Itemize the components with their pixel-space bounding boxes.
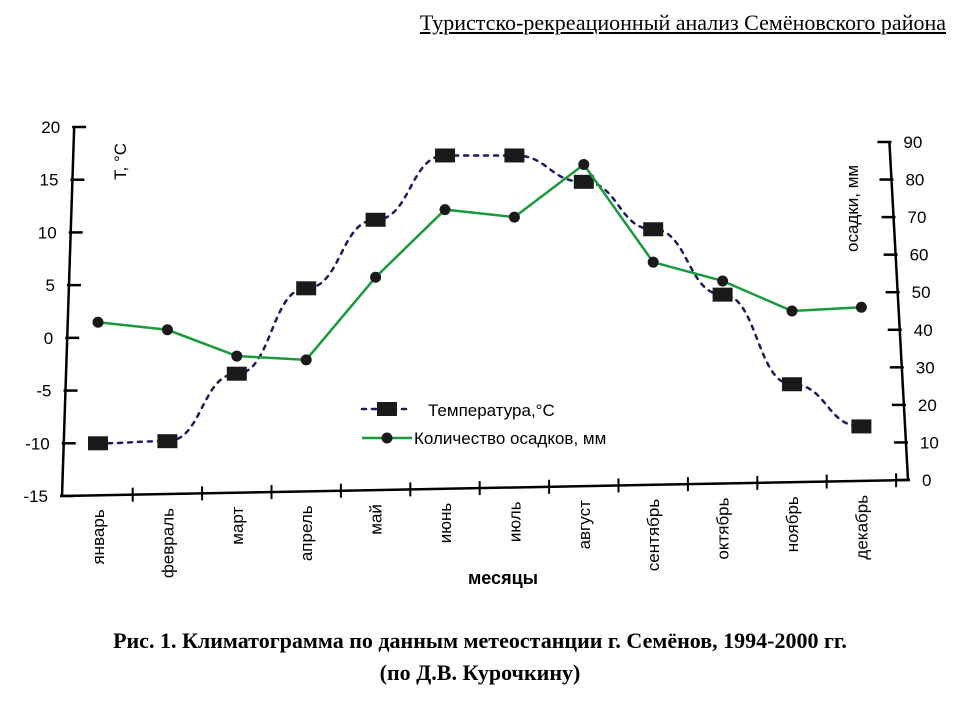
left-axis-tick-label: -10 <box>25 434 50 453</box>
right-axis-tick-label: 40 <box>914 321 933 340</box>
month-label: июнь <box>436 503 455 544</box>
figure-caption-line2: (по Д.В. Курочкину) <box>379 660 581 685</box>
month-label: декабрь <box>852 495 871 560</box>
right-axis-tick-label: 10 <box>920 433 939 452</box>
month-label: октябрь <box>714 497 733 559</box>
right-axis-tick-label: 50 <box>912 283 931 302</box>
month-label: май <box>367 504 386 535</box>
temperature-point-marker <box>296 281 317 296</box>
temperature-point-marker <box>435 148 455 163</box>
left-axis-tick-label: 15 <box>40 171 59 190</box>
temperature-point-marker <box>365 212 386 227</box>
page-header-title: Туристско-рекреационный анализ Семёновск… <box>419 10 946 35</box>
precipitation-series-line <box>97 162 862 362</box>
right-axis-tick-label: 60 <box>910 246 929 265</box>
month-label: январь <box>89 509 108 564</box>
temperature-point-marker <box>782 377 802 392</box>
legend-temperature-marker <box>377 402 397 416</box>
month-label: август <box>575 500 594 549</box>
month-label: апрель <box>297 505 316 561</box>
chart-axes: -15 -10 -5 0 5 10 15 20 Т, °С 0 10 20 30 40 50 60 70 80 90… <box>23 118 938 588</box>
left-axis-tick-label: -15 <box>23 487 48 506</box>
temperature-point-marker <box>643 222 664 237</box>
right-axis-tick-label: 70 <box>908 208 927 227</box>
precipitation-point-marker <box>161 324 173 336</box>
legend-precipitation-label: Количество осадков, мм <box>414 429 606 448</box>
precipitation-point-marker <box>786 305 798 317</box>
precipitation-point-marker <box>92 316 104 328</box>
right-axis-tick-label: 0 <box>922 471 931 490</box>
temperature-point-marker <box>157 434 178 449</box>
precipitation-point-marker <box>855 301 867 313</box>
precipitation-point-marker <box>231 350 243 362</box>
temperature-point-marker <box>712 287 733 302</box>
climatogram-chart: -15 -10 -5 0 5 10 15 20 Т, °С 0 10 20 30 40 50 60 70 80 90… <box>23 118 938 588</box>
temperature-point-marker <box>88 436 108 451</box>
right-axis-tick-label: 30 <box>916 358 935 377</box>
left-axis-tick-label: 10 <box>38 223 57 242</box>
month-label: июль <box>505 501 524 542</box>
legend-precipitation-marker <box>381 432 393 444</box>
precipitation-point-marker <box>578 159 590 171</box>
temperature-point-marker <box>226 366 247 381</box>
right-axis-tick-label: 20 <box>918 396 937 415</box>
right-axis-tick-label: 80 <box>905 171 924 190</box>
precipitation-point-marker <box>300 354 312 366</box>
x-axis-label: месяцы <box>468 568 538 588</box>
precipitation-point-marker <box>508 211 520 223</box>
precipitation-point-marker <box>647 256 659 268</box>
left-axis-line <box>60 126 76 497</box>
month-label: сентябрь <box>644 499 663 572</box>
left-axis-tick-label: 0 <box>44 329 53 348</box>
precipitation-point-marker <box>717 275 729 287</box>
temperature-point-marker <box>851 419 872 434</box>
month-label: февраль <box>158 508 177 578</box>
right-axis-label: осадки, мм <box>843 165 862 252</box>
left-axis-label: Т, °С <box>111 143 130 180</box>
figure-caption-line1: Рис. 1. Климатограмма по данным метеоста… <box>113 628 847 653</box>
x-axis-line <box>61 478 909 498</box>
precipitation-point-marker <box>439 204 451 216</box>
month-label: март <box>228 506 247 544</box>
left-axis-tick-label: 5 <box>45 276 54 295</box>
precipitation-point-marker <box>370 271 382 283</box>
month-label: ноябрь <box>783 496 802 552</box>
chart-legend: Температура,°С Количество осадков, мм <box>360 401 606 448</box>
right-axis-line <box>888 141 910 481</box>
left-axis-tick-label: -5 <box>36 382 51 401</box>
chart-series <box>88 148 872 451</box>
left-axis-tick-label: 20 <box>41 118 60 137</box>
legend-temperature-label: Температура,°С <box>428 401 555 420</box>
temperature-point-marker <box>504 148 525 163</box>
right-axis-tick-label: 90 <box>903 133 922 152</box>
temperature-point-marker <box>573 174 594 189</box>
